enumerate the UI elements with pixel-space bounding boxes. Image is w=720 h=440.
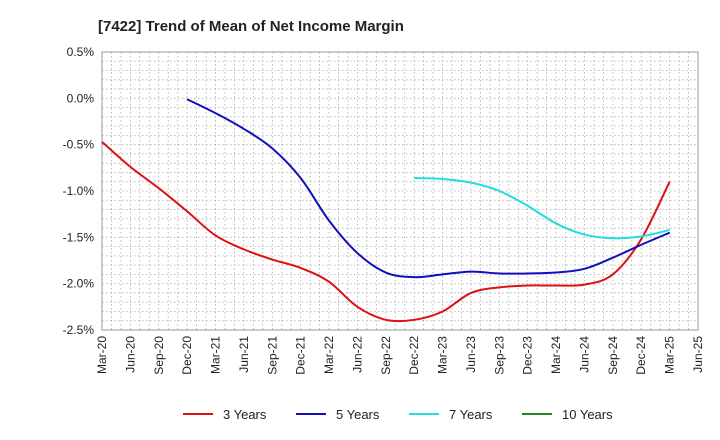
x-tick-label: Dec-21 [294,336,308,375]
series-layer [101,98,671,323]
x-tick-label: Mar-21 [209,336,223,374]
x-tick-label: Mar-25 [663,336,677,374]
x-tick-label: Jun-23 [464,336,478,373]
y-tick-label: -2.5% [63,323,95,337]
x-tick-label: Sep-21 [265,336,279,375]
legend: 3 Years 5 Years 7 Years 10 Years [183,407,613,422]
y-tick-label: -1.0% [63,184,95,198]
plot-border [101,51,699,331]
y-tick-label: -2.0% [63,277,95,291]
x-tick-layer: Mar-20 Jun-20 Sep-20 Dec-20 Mar-21 Jun-21 Sep-… [95,336,705,375]
y-tick-label: -1.5% [63,230,95,244]
series-line-3 [414,177,670,240]
x-tick-label: Jun-25 [691,336,705,373]
x-tick-label: Mar-23 [436,336,450,374]
x-tick-label: Sep-23 [492,336,506,375]
y-tick-label: -0.5% [63,138,95,152]
x-tick-label: Sep-22 [379,336,393,375]
x-tick-label: Jun-22 [350,336,364,373]
x-tick-label: Dec-22 [407,336,421,375]
series-line-2 [186,98,671,279]
legend-label: 7 Years [449,407,493,422]
legend-label: 10 Years [562,407,613,422]
x-tick-label: Dec-23 [521,336,535,375]
chart-title: [7422] Trend of Mean of Net Income Margi… [98,18,404,35]
x-tick-label: Dec-20 [180,336,194,375]
x-tick-label: Sep-24 [606,336,620,375]
y-tick-layer: 0.5% 0.0% -0.5% -1.0% -1.5% -2.0% -2.5% [63,45,95,337]
y-tick-label: 0.5% [67,45,95,59]
legend-label: 5 Years [336,407,380,422]
x-tick-label: Mar-24 [549,336,563,374]
grid-layer [102,52,698,330]
series-line-1 [101,141,671,323]
x-tick-label: Jun-21 [237,336,251,373]
x-tick-label: Sep-20 [152,336,166,375]
legend-label: 3 Years [223,407,267,422]
x-tick-label: Mar-22 [322,336,336,374]
y-tick-label: 0.0% [67,91,95,105]
x-tick-label: Jun-24 [577,336,591,373]
x-tick-label: Mar-20 [95,336,109,374]
x-tick-label: Dec-24 [634,336,648,375]
x-tick-label: Jun-20 [123,336,137,373]
